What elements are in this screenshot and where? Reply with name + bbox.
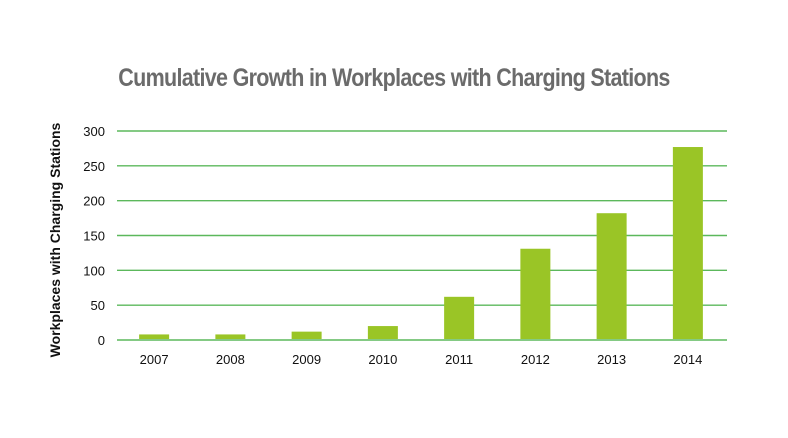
y-tick-label: 150 — [83, 229, 105, 244]
y-tick-label: 50 — [91, 298, 105, 313]
bar-2014 — [672, 147, 703, 339]
bar-2012 — [520, 248, 551, 339]
x-tick-label: 2010 — [368, 352, 397, 367]
x-tick-label: 2012 — [521, 352, 550, 367]
bar-2008 — [215, 334, 246, 339]
bar-2013 — [596, 213, 627, 339]
chart-title: Cumulative Growth in Workplaces with Cha… — [118, 64, 670, 92]
bar-2009 — [291, 331, 322, 339]
bar-2010 — [367, 326, 398, 339]
x-tick-label: 2008 — [216, 352, 245, 367]
x-tick-label: 2013 — [597, 352, 626, 367]
y-tick-label: 250 — [83, 159, 105, 174]
bar-2011 — [444, 296, 475, 339]
y-tick-label: 300 — [83, 124, 105, 139]
bar-2007 — [139, 334, 170, 339]
x-tick-label: 2009 — [292, 352, 321, 367]
x-tick-label: 2014 — [673, 352, 702, 367]
y-tick-label: 200 — [83, 194, 105, 209]
y-tick-label: 100 — [83, 263, 105, 278]
x-tick-label: 2007 — [140, 352, 169, 367]
x-tick-label: 2011 — [445, 352, 473, 367]
y-tick-label: 0 — [98, 333, 105, 348]
